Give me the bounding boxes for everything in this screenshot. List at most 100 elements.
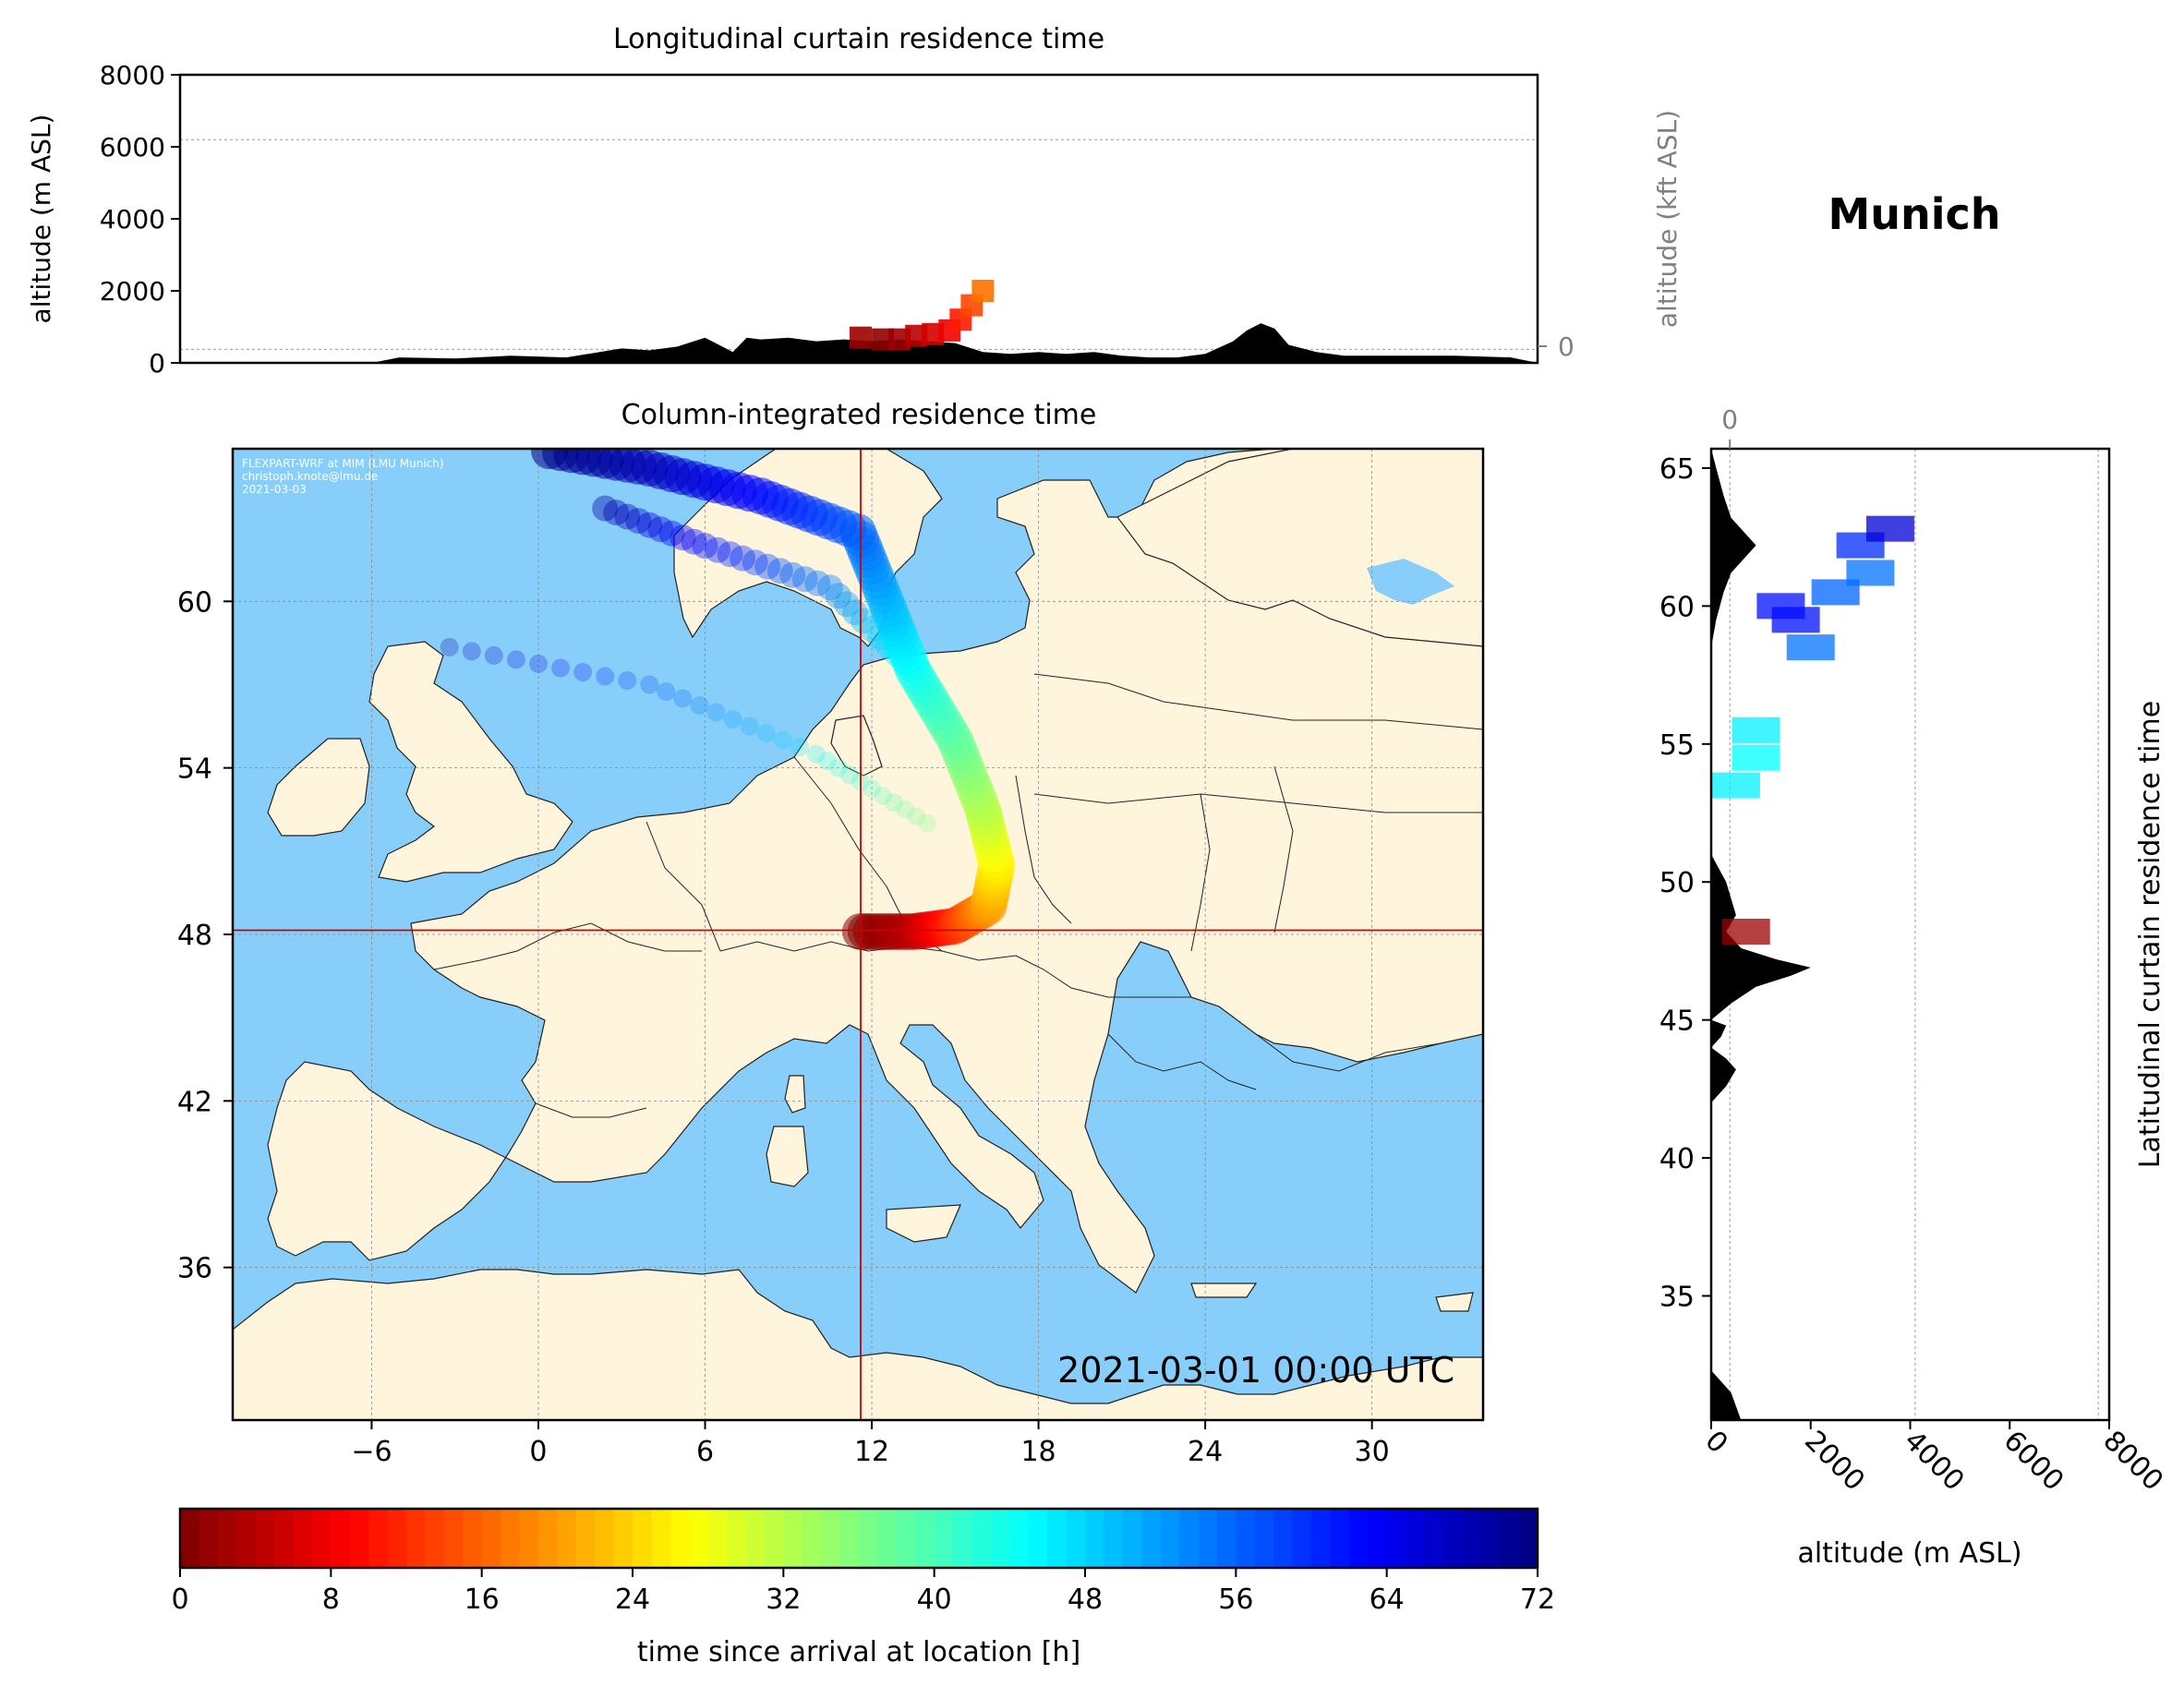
colorbar-cell xyxy=(255,1509,275,1568)
land-denmark xyxy=(830,715,883,777)
map-title: Column-integrated residence time xyxy=(621,399,1097,431)
colorbar-cell xyxy=(670,1509,690,1568)
land-continental-europe xyxy=(267,449,1483,1294)
colorbar-cell xyxy=(689,1509,709,1568)
colorbar-cell xyxy=(971,1509,992,1568)
latitudinal-x-ticks: 0 2000 4000 6000 8000 xyxy=(1698,1420,2169,1498)
latitudinal-y-tick-label: 55 xyxy=(1659,729,1695,762)
latitudinal-plume xyxy=(1711,515,1914,945)
colorbar-cell xyxy=(1104,1509,1124,1568)
colorbar-cell xyxy=(1066,1509,1086,1568)
map-plume-point xyxy=(657,682,676,701)
map-plume-point xyxy=(817,752,837,771)
credit-line-2: christoph.knote@lmu.de xyxy=(242,470,378,483)
map-plume xyxy=(440,449,1016,950)
latitudinal-plume-cell xyxy=(1786,634,1835,661)
map-plume-point xyxy=(806,744,826,764)
colorbar-tick-label: 48 xyxy=(1068,1584,1103,1616)
map-y-tick-label: 54 xyxy=(177,753,212,786)
map-x-tick-label: 12 xyxy=(854,1436,889,1468)
map-plume-point xyxy=(754,553,781,580)
colorbar-cell xyxy=(501,1509,521,1568)
site-name-title: Munich xyxy=(1828,189,2000,239)
colorbar-cell xyxy=(1198,1509,1218,1568)
map-x-tick-label: 18 xyxy=(1020,1436,1056,1468)
colorbar-cell xyxy=(1216,1509,1237,1568)
map-plume-point xyxy=(592,495,619,522)
latitudinal-x-tick-label: 4000 xyxy=(1898,1425,1971,1498)
map-plume-point xyxy=(825,583,851,609)
colorbar-cell xyxy=(1028,1509,1048,1568)
colorbar-cell xyxy=(425,1509,445,1568)
map-plume-point xyxy=(730,545,756,572)
latitudinal-secondary-tick-label: 0 xyxy=(1721,404,1738,435)
map-plume-point xyxy=(851,608,876,634)
latitudinal-gridlines xyxy=(1729,449,2099,1420)
colorbar-cell xyxy=(274,1509,295,1568)
map-plume-point xyxy=(766,558,793,584)
longitudinal-secondary-tick-label: 0 xyxy=(1558,331,1575,362)
colorbar-cell xyxy=(1386,1509,1406,1568)
map-plume-point xyxy=(804,570,831,596)
colorbar-tick-label: 8 xyxy=(322,1584,340,1616)
longitudinal-y-tick-label: 8000 xyxy=(100,60,165,90)
map-plume-point xyxy=(874,786,893,805)
map-plume-point xyxy=(834,591,860,618)
map-y-tick-label: 48 xyxy=(177,920,212,952)
colorbar-cell xyxy=(707,1509,728,1568)
colorbar-cell xyxy=(783,1509,803,1568)
colorbar-cell xyxy=(613,1509,633,1568)
colorbar-cell xyxy=(651,1509,671,1568)
map-plume-point xyxy=(484,645,503,665)
map-plume-point xyxy=(673,689,693,708)
map-y-tick-label: 36 xyxy=(177,1253,212,1285)
map-plume-point xyxy=(618,671,637,690)
credit-line-1: FLEXPART-WRF at MIM (LMU Munich) xyxy=(242,457,444,470)
latitudinal-y-tick-label: 40 xyxy=(1659,1143,1695,1175)
map-plume-point xyxy=(840,765,859,785)
longitudinal-plume-cell xyxy=(850,326,873,349)
land-great-britain xyxy=(368,641,573,883)
longitudinal-y-tick-label: 0 xyxy=(149,348,165,379)
colorbar-cell xyxy=(934,1509,954,1568)
latitudinal-plume-cell xyxy=(1756,593,1805,620)
longitudinal-axes-frame xyxy=(178,73,1539,365)
colorbar-cell xyxy=(764,1509,784,1568)
map-plume-point xyxy=(907,807,926,826)
colorbar-cell xyxy=(821,1509,841,1568)
latitudinal-plume-cell xyxy=(1721,919,1770,945)
colorbar-cell xyxy=(463,1509,483,1568)
map-plume-point xyxy=(440,637,459,656)
colorbar-tick-label: 64 xyxy=(1370,1584,1405,1616)
longitudinal-y-tick-label: 4000 xyxy=(100,204,165,235)
latitudinal-plume-cell xyxy=(1732,744,1780,771)
latitudinal-y-ticks: 35 40 45 50 55 60 65 xyxy=(1659,453,1711,1314)
land-sardinia xyxy=(766,1126,809,1187)
longitudinal-plume xyxy=(850,280,995,351)
longitudinal-y-tick-label: 2000 xyxy=(100,276,165,307)
longitudinal-y-ticks: 0 2000 4000 6000 8000 xyxy=(100,60,180,379)
colorbar-cell xyxy=(1047,1509,1068,1568)
colorbar-cell xyxy=(1236,1509,1256,1568)
map-plume-point xyxy=(740,717,759,736)
colorbar-cell xyxy=(1406,1509,1426,1568)
map-x-tick-label: −6 xyxy=(351,1436,392,1468)
longitudinal-plume-cell xyxy=(971,280,995,302)
map-lake-ladoga xyxy=(1367,559,1454,605)
colorbar-cell xyxy=(633,1509,653,1568)
latitudinal-plume-cell xyxy=(1865,515,1914,542)
map-plume-point xyxy=(551,658,570,678)
colorbar-tick-label: 40 xyxy=(917,1584,952,1616)
map-plume-point xyxy=(614,503,641,530)
latitudinal-x-tick-label: 8000 xyxy=(2096,1425,2169,1498)
map-site-crosshair xyxy=(233,449,1483,1420)
map-plume-point xyxy=(723,710,742,729)
colorbar-ticks: 0 8 16 24 32 40 48 56 64 72 xyxy=(171,1568,1555,1616)
latitudinal-terrain-profile xyxy=(1711,449,1811,1420)
map-plume-point xyxy=(717,541,743,568)
map-plume-point xyxy=(529,654,548,673)
colorbar-panel: 0 8 16 24 32 40 48 56 64 72 time since arrival at… xyxy=(171,1507,1555,1668)
land-north-africa xyxy=(233,1269,1483,1420)
map-plume-point xyxy=(596,667,615,686)
colorbar-cell xyxy=(1179,1509,1200,1568)
